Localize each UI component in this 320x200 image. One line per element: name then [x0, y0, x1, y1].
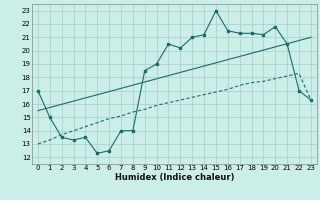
X-axis label: Humidex (Indice chaleur): Humidex (Indice chaleur)	[115, 173, 234, 182]
